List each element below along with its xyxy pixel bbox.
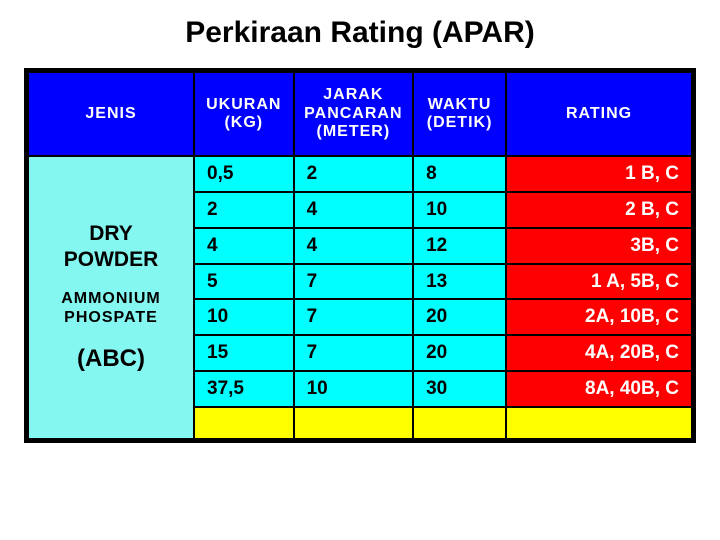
cell-ukuran: 15 — [194, 335, 294, 371]
jenis-line: AMMONIUM — [35, 290, 187, 308]
cell-waktu: 8 — [413, 156, 506, 192]
cell-waktu: 30 — [413, 371, 506, 407]
jenis-line: POWDER — [35, 248, 187, 272]
jenis-line: (ABC) — [35, 345, 187, 373]
cell-rating: 1 B, C — [506, 156, 692, 192]
cell-rating: 3B, C — [506, 228, 692, 264]
cell-ukuran: 37,5 — [194, 371, 294, 407]
header-jarak: JARAK PANCARAN (METER) — [294, 72, 414, 156]
rating-table: JENIS UKURAN (KG) JARAK PANCARAN (METER)… — [27, 71, 693, 440]
cell-waktu: 20 — [413, 335, 506, 371]
cell-jarak: 10 — [294, 371, 414, 407]
cell-rating: 2A, 10B, C — [506, 299, 692, 335]
header-waktu: WAKTU (DETIK) — [413, 72, 506, 156]
jenis-line: PHOSPATE — [35, 309, 187, 327]
jenis-line: DRY — [35, 222, 187, 246]
cell-jarak: 4 — [294, 192, 414, 228]
header-jenis: JENIS — [28, 72, 194, 156]
cell-ukuran: 5 — [194, 264, 294, 300]
cell-jarak: 7 — [294, 299, 414, 335]
cell-ukuran: 2 — [194, 192, 294, 228]
header-ukuran: UKURAN (KG) — [194, 72, 294, 156]
table-body: DRY POWDER AMMONIUM PHOSPATE (ABC) 0,5 2… — [28, 156, 692, 439]
cell-ukuran: 10 — [194, 299, 294, 335]
cell-jarak: 4 — [294, 228, 414, 264]
cell-rating: 8A, 40B, C — [506, 371, 692, 407]
header-rating: RATING — [506, 72, 692, 156]
empty-cell — [294, 407, 414, 439]
empty-cell — [506, 407, 692, 439]
cell-rating: 1 A, 5B, C — [506, 264, 692, 300]
jenis-cell: DRY POWDER AMMONIUM PHOSPATE (ABC) — [28, 156, 194, 439]
cell-ukuran: 0,5 — [194, 156, 294, 192]
cell-waktu: 13 — [413, 264, 506, 300]
table-row: DRY POWDER AMMONIUM PHOSPATE (ABC) 0,5 2… — [28, 156, 692, 192]
empty-cell — [413, 407, 506, 439]
cell-jarak: 2 — [294, 156, 414, 192]
cell-jarak: 7 — [294, 335, 414, 371]
cell-ukuran: 4 — [194, 228, 294, 264]
cell-rating: 4A, 20B, C — [506, 335, 692, 371]
cell-jarak: 7 — [294, 264, 414, 300]
cell-waktu: 12 — [413, 228, 506, 264]
rating-table-container: JENIS UKURAN (KG) JARAK PANCARAN (METER)… — [24, 68, 696, 443]
empty-cell — [194, 407, 294, 439]
cell-waktu: 20 — [413, 299, 506, 335]
table-header-row: JENIS UKURAN (KG) JARAK PANCARAN (METER)… — [28, 72, 692, 156]
cell-rating: 2 B, C — [506, 192, 692, 228]
page-title: Perkiraan Rating (APAR) — [0, 0, 720, 68]
cell-waktu: 10 — [413, 192, 506, 228]
